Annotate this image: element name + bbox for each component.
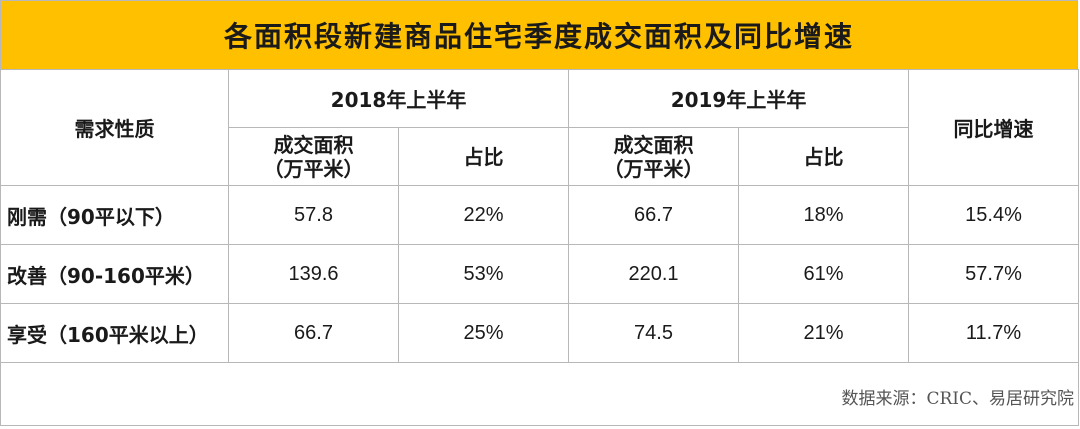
- footer-cell: [0, 362, 1080, 426]
- table-footer-row: [0, 362, 1080, 426]
- cell-area-2018: 57.8: [228, 185, 399, 245]
- row-label: 享受（160平米以上）: [0, 303, 229, 363]
- header-yoy: 同比增速: [908, 69, 1080, 186]
- cell-area-2019: 220.1: [568, 244, 740, 304]
- cell-share-2019: 18%: [738, 185, 910, 245]
- header-share-2019: 占比: [738, 127, 910, 186]
- cell-area-2018: 66.7: [228, 303, 399, 363]
- cell-share-2018: 53%: [397, 244, 570, 304]
- data-table: 需求性质 2018年上半年 2019年上半年 同比增速 成交面积 （万平米） 占…: [0, 69, 1080, 426]
- table-row: 改善（90-160平米） 139.6 53% 220.1 61% 57.7%: [0, 244, 1080, 304]
- header-nature: 需求性质: [0, 69, 229, 186]
- header-area-line1: 成交面积: [273, 132, 354, 157]
- header-area-2018: 成交面积 （万平米）: [228, 127, 399, 186]
- header-period-2018: 2018年上半年: [227, 69, 570, 128]
- header-area-line1: 成交面积: [613, 132, 694, 157]
- cell-area-2019: 74.5: [568, 303, 740, 363]
- cell-area-2019: 66.7: [568, 185, 740, 245]
- header-area-line2: （万平米）: [603, 156, 704, 181]
- cell-yoy: 11.7%: [908, 303, 1080, 363]
- row-label: 刚需（90平以下）: [0, 185, 229, 245]
- source-note: 数据来源：CRIC、易居研究院: [841, 389, 1074, 409]
- header-share-2018: 占比: [397, 127, 570, 186]
- cell-share-2019: 61%: [738, 244, 910, 304]
- cell-yoy: 15.4%: [908, 185, 1080, 245]
- table-title: 各面积段新建商品住宅季度成交面积及同比增速: [0, 0, 1078, 70]
- cell-share-2018: 22%: [397, 185, 570, 245]
- header-area-2019: 成交面积 （万平米）: [568, 127, 740, 186]
- header-period-2019: 2019年上半年: [568, 69, 910, 128]
- header-row-1: 需求性质 2018年上半年 2019年上半年 同比增速: [0, 69, 1080, 186]
- cell-yoy: 57.7%: [908, 244, 1080, 304]
- cell-share-2019: 21%: [738, 303, 910, 363]
- cell-area-2018: 139.6: [228, 244, 399, 304]
- cell-share-2018: 25%: [397, 303, 570, 363]
- header-area-line2: （万平米）: [263, 156, 364, 181]
- table-row: 享受（160平米以上） 66.7 25% 74.5 21% 11.7%: [0, 303, 1080, 363]
- row-label: 改善（90-160平米）: [0, 244, 229, 304]
- table-row: 刚需（90平以下） 57.8 22% 66.7 18% 15.4%: [0, 185, 1080, 245]
